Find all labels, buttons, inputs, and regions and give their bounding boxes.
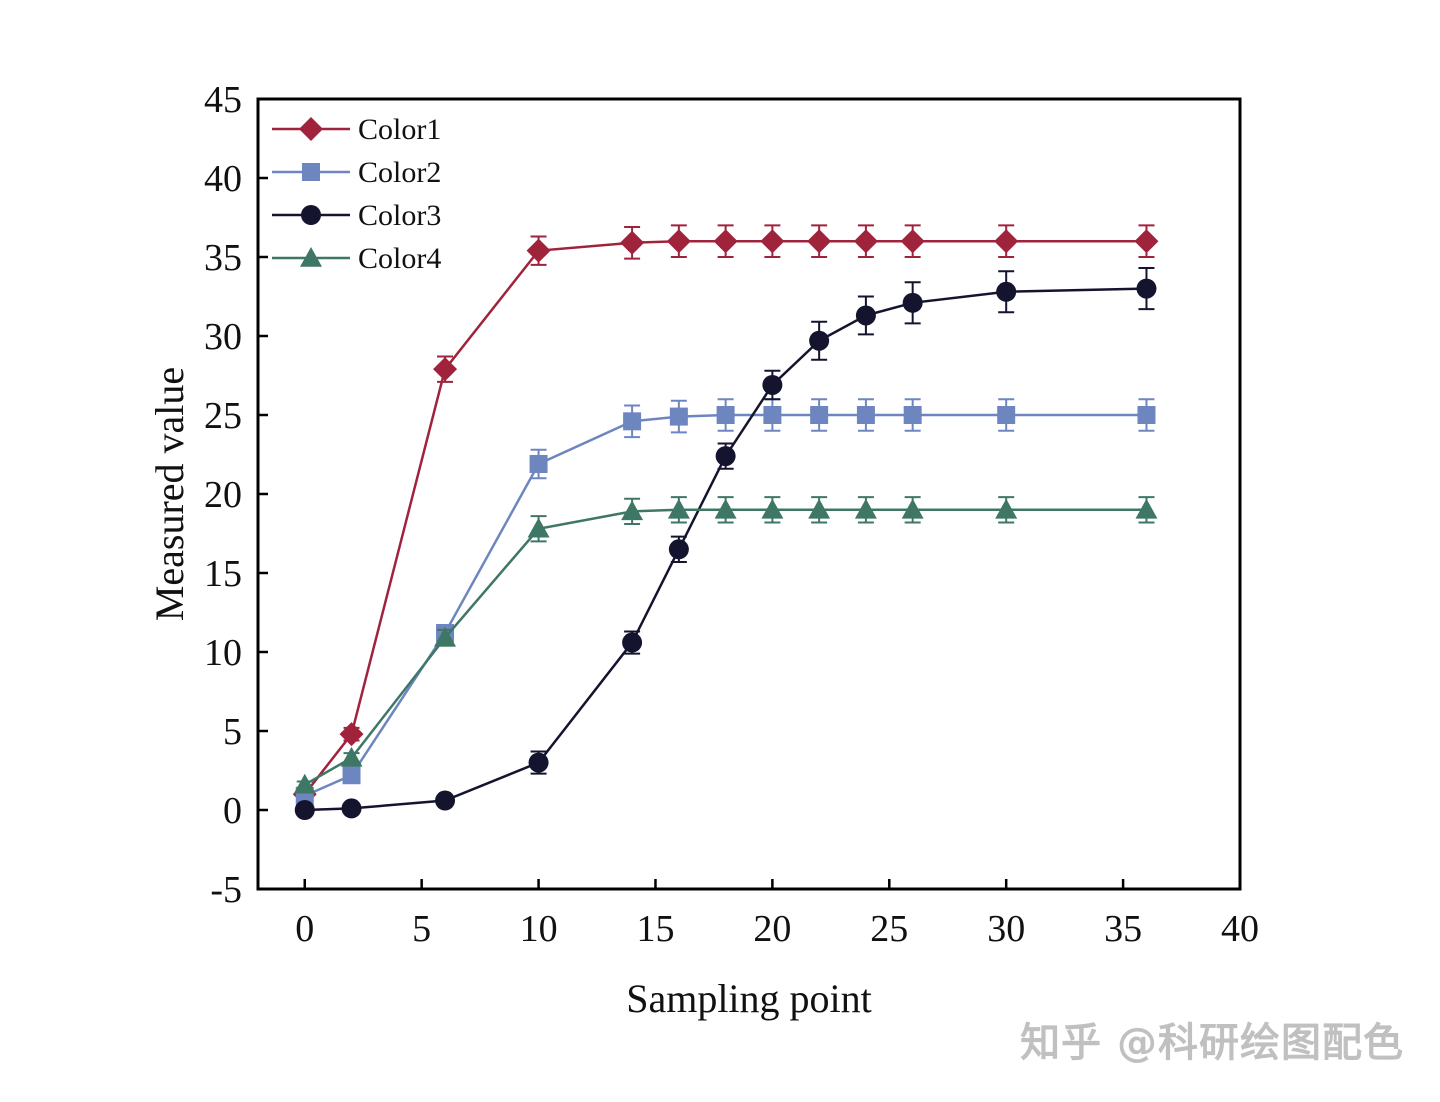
legend-item-color2: Color2 [272,156,441,189]
data-point [713,229,738,254]
x-axis-title: Sampling point [626,976,872,1021]
data-point [293,773,316,794]
y-tick-label: 45 [204,79,242,121]
x-axis: 0 5 10 15 20 25 30 35 40 [295,879,1259,950]
data-point [807,229,832,254]
data-point [434,626,457,647]
legend-label: Color2 [358,156,441,189]
y-axis-title: Measured value [147,367,192,621]
data-point [760,229,785,254]
x-tick-label: 15 [636,908,674,950]
data-point [340,746,363,767]
legend-marker [301,205,321,225]
x-tick-label: 20 [753,908,791,950]
data-point [342,766,361,785]
data-point [339,722,364,747]
data-point [1135,498,1158,519]
y-tick-label: 15 [204,553,242,595]
data-point [435,790,456,811]
series-layer [292,224,1159,820]
y-tick-label: 5 [223,711,242,753]
y-tick-label: 10 [204,632,242,674]
x-tick-label: 40 [1221,908,1259,950]
series-color2 [295,398,1156,805]
data-point [669,407,688,426]
data-point [763,406,782,424]
x-tick-label: 35 [1104,908,1142,950]
x-tick-label: 0 [295,908,314,950]
y-tick-label: 25 [204,395,242,437]
data-point [528,752,549,773]
legend-marker [302,163,320,181]
data-point [1134,229,1159,254]
x-tick-label: 10 [520,908,558,950]
series-color3 [294,267,1157,820]
x-tick-label: 5 [412,908,431,950]
legend: Color1 Color2 Color3 Color4 [272,113,441,275]
data-point [853,229,878,254]
data-point [997,406,1016,424]
data-point [761,498,784,519]
y-tick-label: 35 [204,237,242,279]
data-point [855,305,876,326]
legend-label: Color3 [358,199,441,232]
y-tick-label: 20 [204,474,242,516]
data-point [856,406,875,424]
x-tick-label: 25 [870,908,908,950]
data-point [995,498,1018,519]
series-line [304,508,1147,786]
data-point [996,281,1017,302]
data-point [1137,406,1156,424]
data-point [900,229,925,254]
y-tick-label: 0 [223,790,242,832]
y-tick-label: -5 [210,869,242,911]
data-point [902,292,923,313]
data-point [666,229,691,254]
legend-item-color1: Color1 [272,113,441,146]
data-point [433,357,458,382]
y-axis: -5 0 5 10 15 20 25 30 35 40 45 [204,79,268,911]
data-point [527,517,550,538]
data-point [620,230,645,255]
data-point [901,498,924,519]
series-line [304,413,1147,797]
legend-item-color4: Color4 [272,242,441,275]
data-point [715,446,736,467]
data-point [903,406,922,424]
y-tick-label: 40 [204,158,242,200]
data-point [667,498,690,519]
series-color4 [293,496,1158,794]
data-point [668,539,689,560]
legend-marker [299,117,323,141]
data-point [529,454,548,473]
data-point [622,632,643,653]
data-point [854,498,877,519]
data-point [714,498,737,519]
data-point [808,498,831,519]
data-point [809,330,830,351]
data-point [621,500,644,521]
y-tick-label: 30 [204,316,242,358]
series-line [304,287,1147,812]
data-point [1136,278,1157,299]
data-point [294,800,315,820]
data-point [994,229,1019,254]
data-point [762,374,783,395]
data-point [623,412,642,431]
data-point [810,406,829,424]
legend-marker [300,247,322,267]
legend-item-color3: Color3 [272,199,441,232]
x-tick-label: 30 [987,908,1025,950]
data-point [341,798,362,819]
legend-label: Color1 [358,113,441,146]
legend-label: Color4 [358,242,441,275]
watermark: 知乎 @科研绘图配色 [1020,1020,1404,1066]
data-point [716,406,735,424]
data-point [526,238,551,263]
